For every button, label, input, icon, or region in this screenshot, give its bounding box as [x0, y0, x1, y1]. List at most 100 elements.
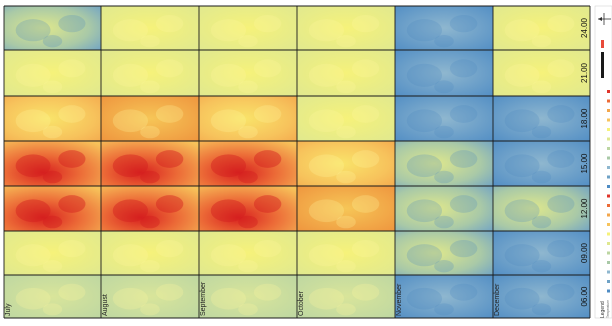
- contour-blob: [210, 63, 247, 87]
- contour-blob: [253, 239, 282, 258]
- legend-swatch: [607, 99, 610, 103]
- contour-blob: [547, 150, 575, 168]
- legend-scale-bar: [601, 40, 604, 78]
- contour-blob: [308, 109, 345, 133]
- hour-label: 21.00: [580, 62, 589, 83]
- contour-blob: [547, 105, 575, 123]
- heat-cell: [199, 141, 297, 186]
- contour-blob: [531, 303, 552, 316]
- contour-blob: [140, 125, 160, 139]
- contour-blob: [58, 105, 86, 123]
- contour-blob: [155, 195, 184, 213]
- contour-blob: [504, 287, 540, 310]
- legend-swatch: [607, 118, 610, 122]
- contour-blob: [531, 80, 552, 94]
- contour-blob: [42, 260, 63, 273]
- contour-blob: [238, 125, 258, 139]
- contour-blob: [42, 170, 63, 184]
- contour-blob: [58, 14, 86, 33]
- contour-blob: [434, 260, 454, 273]
- heat-cell: [395, 186, 493, 231]
- heat-cell: [101, 186, 199, 231]
- contour-blob: [351, 59, 380, 78]
- contour-blob: [42, 80, 63, 94]
- heat-cell: [493, 275, 590, 318]
- contour-blob: [449, 239, 478, 258]
- contour-blob: [140, 35, 160, 48]
- month-label: October: [298, 290, 305, 316]
- contour-blob: [308, 244, 345, 267]
- contour-blob: [42, 303, 63, 316]
- contour-blob: [531, 35, 552, 48]
- contour-blob: [406, 63, 443, 87]
- contour-blob: [336, 35, 356, 48]
- heat-cell: [199, 96, 297, 141]
- hour-label: 24.00: [580, 17, 589, 38]
- heat-cell: [101, 231, 199, 275]
- contour-blob: [210, 109, 247, 133]
- contour-blob: [15, 63, 51, 87]
- contour-blob: [253, 195, 282, 213]
- contour-blob: [531, 260, 552, 273]
- contour-blob: [351, 195, 380, 213]
- contour-blob: [112, 244, 149, 267]
- month-label: August: [102, 294, 109, 316]
- legend-swatch: [607, 175, 610, 179]
- heat-cell: [395, 96, 493, 141]
- contour-blob: [140, 260, 160, 273]
- month-label: July: [5, 303, 12, 316]
- contour-blob: [336, 260, 356, 273]
- heat-cell: [493, 50, 590, 96]
- heat-cell: [199, 275, 297, 318]
- contour-blob: [253, 105, 282, 123]
- contour-blob: [112, 109, 149, 133]
- contour-blob: [253, 14, 282, 33]
- contour-blob: [238, 303, 258, 316]
- contour-blob: [253, 150, 282, 168]
- contour-blob: [15, 287, 51, 310]
- heat-cell: [395, 275, 493, 318]
- heat-cell: [101, 275, 199, 318]
- contour-blob: [547, 59, 575, 78]
- hour-label: 09.00: [580, 242, 589, 263]
- hour-label: 15.00: [580, 153, 589, 174]
- contour-blob: [504, 19, 540, 42]
- contour-blob: [351, 105, 380, 123]
- contour-blob: [210, 244, 247, 267]
- month-label: September: [200, 281, 207, 316]
- contour-blob: [351, 283, 380, 301]
- contour-blob: [531, 215, 552, 229]
- hour-label: 06.00: [580, 286, 589, 307]
- contour-blob: [140, 215, 160, 229]
- contour-blob: [155, 150, 184, 168]
- heat-cell: [4, 96, 101, 141]
- legend-title: Legend: [600, 301, 606, 318]
- legend-swatch: [607, 213, 610, 217]
- contour-blob: [449, 283, 478, 301]
- contour-blob: [449, 105, 478, 123]
- contour-blob: [155, 283, 184, 301]
- contour-blob: [308, 199, 345, 223]
- contour-blob: [155, 59, 184, 78]
- legend-swatch: [607, 185, 610, 188]
- contour-blob: [547, 14, 575, 33]
- heat-cell: [297, 275, 395, 318]
- legend-subtitle: Temperature: [606, 300, 610, 318]
- contour-blob: [406, 287, 443, 310]
- contour-blob: [449, 195, 478, 213]
- legend-swatch: [607, 289, 610, 293]
- legend-swatch: [607, 156, 610, 160]
- heat-cell: [297, 96, 395, 141]
- contour-blob: [504, 154, 540, 178]
- legend-swatch: [607, 223, 610, 226]
- contour-blob: [15, 244, 51, 267]
- heat-cell: [493, 231, 590, 275]
- heat-cell: [4, 6, 101, 50]
- heat-cell: [297, 6, 395, 50]
- heat-cell: [4, 186, 101, 231]
- heat-cell: [395, 6, 493, 50]
- contour-blob: [336, 125, 356, 139]
- heat-cell: [199, 186, 297, 231]
- contour-blob: [308, 63, 345, 87]
- contour-blob: [434, 35, 454, 48]
